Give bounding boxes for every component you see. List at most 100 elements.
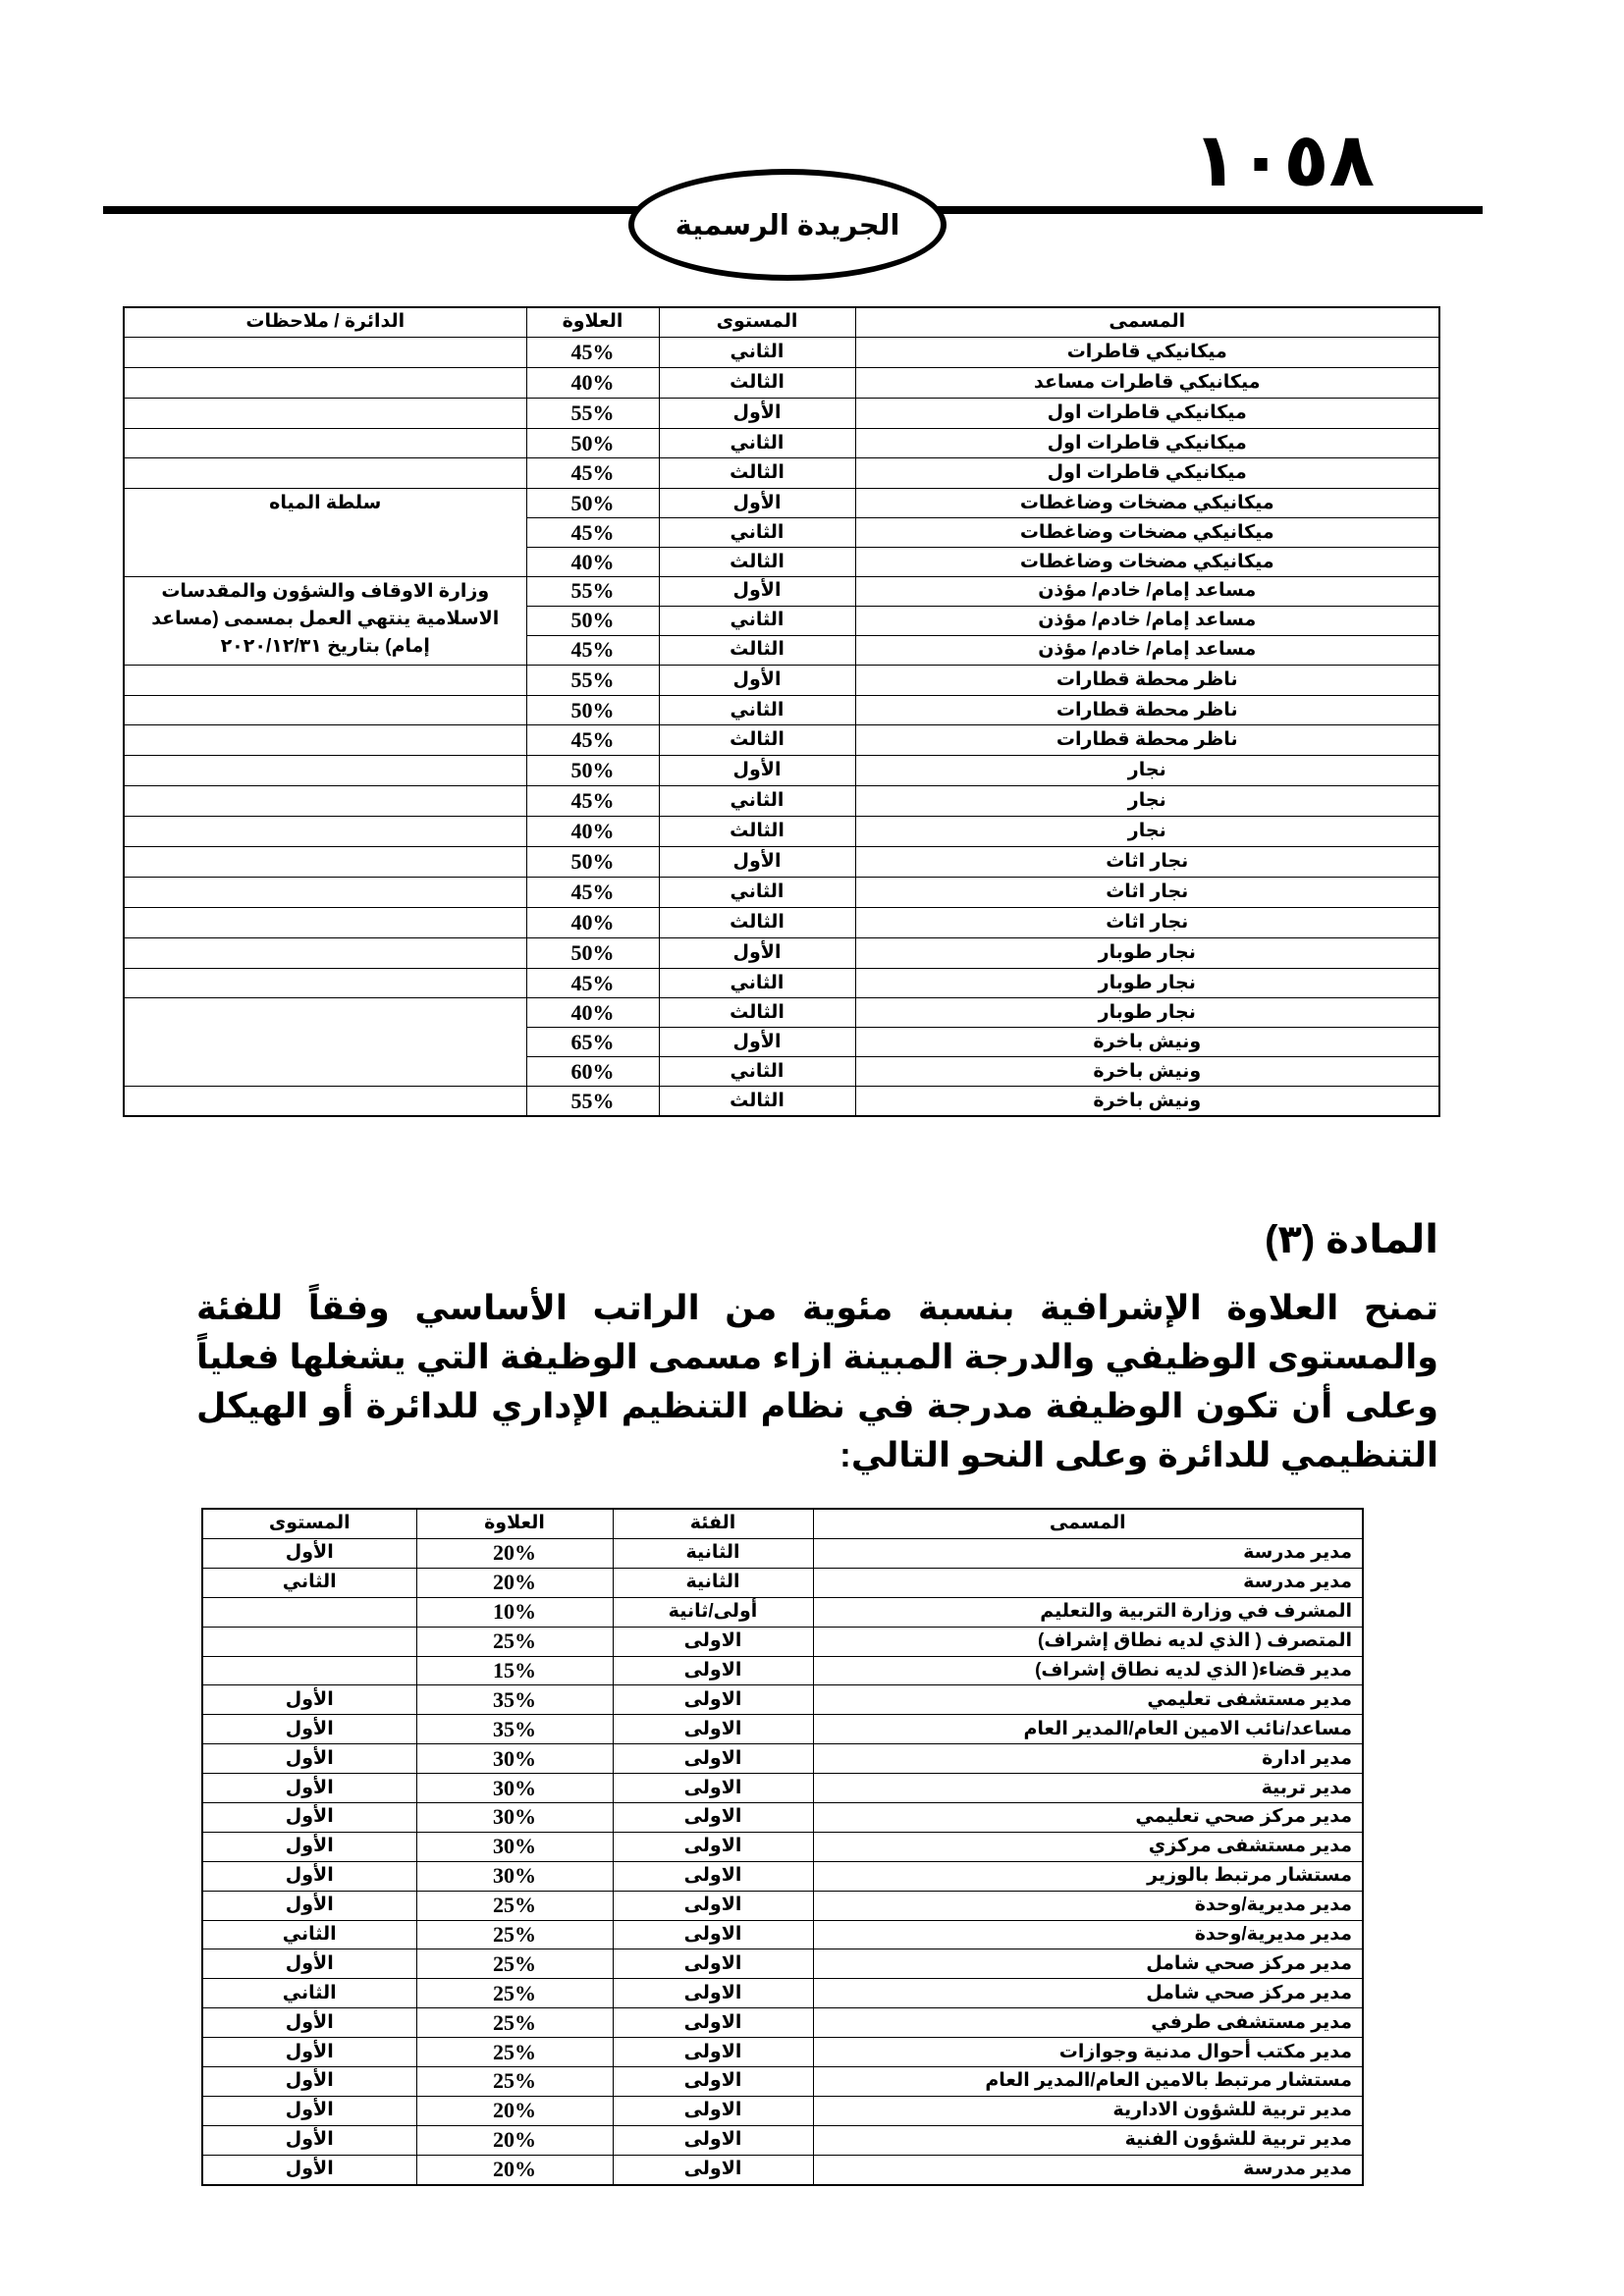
header-title: المسمى (854, 306, 1440, 338)
notes-cell (123, 694, 527, 726)
publication-title: الجريدة الرسمية (675, 209, 900, 241)
notes-cell (123, 785, 527, 818)
job-title-cell: ونيش باخرة (854, 1086, 1440, 1117)
category-cell: الاولى (612, 1743, 814, 1775)
level-cell: الأول (658, 1027, 856, 1058)
allowance-cell: 50% (525, 488, 660, 519)
job-title-cell: مساعد إمام/ خادم/ مؤذن (854, 634, 1440, 666)
level-cell: الأول (658, 755, 856, 787)
category-cell: الاولى (612, 2095, 814, 2126)
job-title-cell: ناظر محطة قطارات (854, 724, 1440, 757)
level-cell: الأول (201, 2007, 417, 2039)
category-cell: الاولى (612, 1890, 814, 1921)
allowance-cell: 40% (525, 997, 660, 1029)
allowance-cell: 55% (525, 1086, 660, 1117)
allowance-table-2: المسمى الفئة العلاوة المستوى مدير مدرسة ا… (201, 1508, 1364, 2186)
allowance-cell: 35% (415, 1684, 614, 1716)
notes-cell (123, 846, 527, 878)
allowance-cell: 45% (525, 785, 660, 818)
table-row: مساعد إمام/ خادم/ مؤذن الثاني 50% (124, 605, 1440, 636)
job-title-cell: نجار طوبار (854, 997, 1440, 1029)
table-row: ميكانيكي مضخات وضاغطات الأول 50% سلطة الميا… (123, 488, 1440, 578)
job-title-cell: ونيش باخرة (854, 1056, 1440, 1088)
job-title-cell: مدير مديرية/وحدة (812, 1890, 1364, 1921)
job-title-cell: ميكانيكي قاطرات مساعد (854, 366, 1440, 399)
level-cell: الثالث (658, 366, 856, 399)
notes-cell (123, 816, 527, 848)
level-cell: الثاني (201, 1919, 417, 1950)
job-title-cell: ناظر محطة قطارات (854, 694, 1440, 726)
level-cell: الأول (658, 664, 856, 696)
category-cell: الاولى (612, 2124, 814, 2156)
level-cell: الأول (201, 1714, 417, 1745)
table-row: مدير مديرية/وحدة الاولى 25% الأول (201, 1890, 1364, 1921)
job-title-cell: ميكانيكي قاطرات اول (854, 427, 1440, 459)
job-title-cell: مساعد إمام/ خادم/ مؤذن (854, 605, 1440, 636)
allowance-cell: 30% (415, 1743, 614, 1775)
job-title-cell: مدير مستشفى تعليمي (812, 1684, 1364, 1716)
table-row: مدير مركز صحي شامل الاولى 25% الأول (201, 1949, 1364, 1980)
level-cell: الثاني (658, 605, 856, 636)
table-row: مساعد/نائب الامين العام/المدير العام الاو… (201, 1714, 1364, 1745)
level-cell: الأول (201, 1684, 417, 1716)
allowance-cell: 45% (525, 336, 660, 368)
allowance-cell: 30% (415, 1801, 614, 1833)
job-title-cell: نجار (854, 816, 1440, 848)
job-title-cell: نجار طوبار (854, 936, 1440, 969)
allowance-cell: 20% (415, 1567, 614, 1598)
allowance-cell: 25% (415, 1919, 614, 1950)
category-cell: الاولى (612, 1714, 814, 1745)
notes-cell (123, 366, 527, 399)
level-cell: الأول (658, 397, 856, 429)
job-title-cell: مدير مدرسة (812, 1537, 1364, 1569)
level-cell: الثاني (658, 785, 856, 818)
level-cell: الأول (201, 2037, 417, 2067)
level-cell (201, 1596, 417, 1628)
table-row: مستشار مرتبط بالوزير الاولى 30% الأول (201, 1860, 1364, 1892)
notes-cell (123, 906, 527, 938)
header-notes: الدائرة / ملاحظات (123, 306, 527, 338)
allowance-cell: 45% (525, 457, 660, 490)
allowance-cell: 45% (525, 724, 660, 757)
job-title-cell: ميكانيكي قاطرات اول (854, 457, 1440, 490)
allowance-cell: 40% (525, 906, 660, 938)
job-title-cell: مدير مدرسة (812, 1567, 1364, 1598)
category-cell: الاولى (612, 1860, 814, 1892)
article-text: تمنح العلاوة الإشرافية بنسبة مئوية من ال… (196, 1289, 1438, 1475)
category-cell: الثانية (612, 1567, 814, 1598)
allowance-cell: 30% (415, 1860, 614, 1892)
table-row: مدير مدرسة الثانية 20% الثاني (201, 1567, 1364, 1598)
allowance-cell: 35% (415, 1714, 614, 1745)
job-title-cell: مساعد/نائب الامين العام/المدير العام (812, 1714, 1364, 1745)
table-row: مدير ادارة الاولى 30% الأول (201, 1743, 1364, 1775)
category-cell: الاولى (612, 1831, 814, 1862)
notes-cell (123, 967, 527, 999)
notes-cell (123, 936, 527, 969)
allowance-cell: 55% (525, 397, 660, 429)
category-cell: الاولى (612, 1801, 814, 1833)
level-cell: الثاني (658, 427, 856, 459)
table-row: نجار طوبار الثالث 40% (123, 997, 1440, 1088)
notes-cell (123, 457, 527, 490)
level-cell: الأول (201, 1831, 417, 1862)
table-row: مدير مديرية/وحدة الاولى 25% الثاني (201, 1919, 1364, 1950)
allowance-cell: 55% (525, 664, 660, 696)
notes-cell (123, 876, 527, 908)
level-cell: الثالث (658, 634, 856, 666)
level-cell: الأول (201, 1860, 417, 1892)
table-row: مدير مركز صحي شامل الاولى 25% الثاني (201, 1978, 1364, 2009)
page-number: ١٠٥٨ (1192, 119, 1375, 202)
job-title-cell: ميكانيكي قاطرات (854, 336, 1440, 368)
article-heading: المادة (٣) (1265, 1218, 1438, 1262)
category-cell: الاولى (612, 1655, 814, 1686)
job-title-cell: ميكانيكي مضخات وضاغطات (854, 488, 1440, 519)
table-row: المشرف في وزارة التربية والتعليم أولى/ثان… (201, 1596, 1364, 1628)
allowance-cell: 25% (415, 1949, 614, 1980)
table-row: مساعد إمام/ خادم/ مؤذن الثالث 45% (124, 634, 1440, 666)
table-row: مدير مستشفى مركزي الاولى 30% الأول (201, 1831, 1364, 1862)
job-title-cell: نجار طوبار (854, 967, 1440, 999)
job-title-cell: نجار (854, 755, 1440, 787)
job-title-cell: مدير مركز صحي شامل (812, 1949, 1364, 1980)
job-title-cell: مستشار مرتبط بالامين العام/المدير العام (812, 2065, 1364, 2097)
table-row: ميكانيكي مضخات وضاغطات الثالث 40% (124, 547, 1440, 578)
